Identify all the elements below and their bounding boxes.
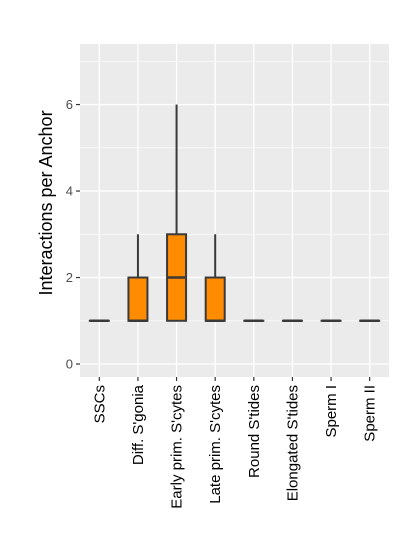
x-tick-label: Sperm I	[323, 385, 340, 438]
boxes	[88, 104, 381, 323]
box-iqr	[204, 276, 226, 322]
x-tick-label: Sperm II	[362, 385, 379, 442]
box-3	[204, 234, 226, 323]
x-tick-label: SSCs	[91, 385, 108, 423]
box-iqr	[127, 276, 149, 322]
x-tick-label: Elongated S'tides	[284, 385, 301, 501]
y-axis-title: Interactions per Anchor	[36, 110, 56, 295]
plot-panel	[80, 44, 389, 377]
y-tick-label: 6	[66, 97, 73, 112]
box-2	[166, 104, 188, 322]
x-tick-label: Round S'tides	[246, 385, 263, 478]
x-tick-label: Late prim. S'cytes	[207, 385, 224, 504]
x-tick-label: Diff. S'gonia	[130, 384, 147, 465]
axes: 0 2 4 6 SSCs Diff. S'gonia Early prim. S'cytes…	[66, 97, 379, 509]
y-tick-label: 4	[66, 184, 73, 199]
box-1	[127, 234, 149, 323]
y-tick-label: 2	[66, 270, 73, 285]
y-tick-label: 0	[66, 357, 73, 372]
x-tick-label: Early prim. S'cytes	[169, 385, 186, 509]
